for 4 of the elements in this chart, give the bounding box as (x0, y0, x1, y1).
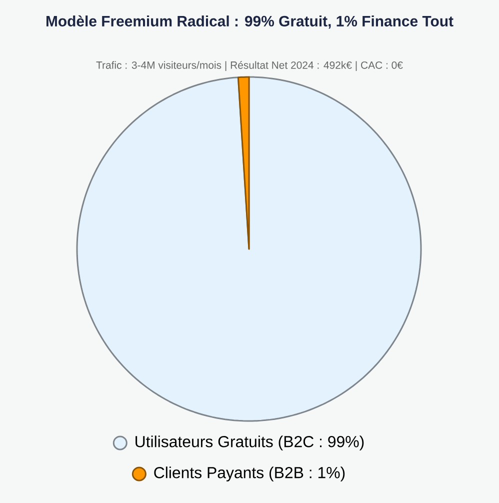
legend-label: Utilisateurs Gratuits (B2C : 99%) (136, 436, 364, 450)
chart-title: Modèle Freemium Radical : 99% Gratuit, 1% Finance Tout (46, 15, 454, 29)
legend-label: Clients Payants (B2B : 1%) (154, 466, 345, 482)
chart-subtitle: Trafic : 3-4M visiteurs/mois | Résultat Net 2024 : 492k€ | CAC : 0€ (96, 61, 403, 71)
